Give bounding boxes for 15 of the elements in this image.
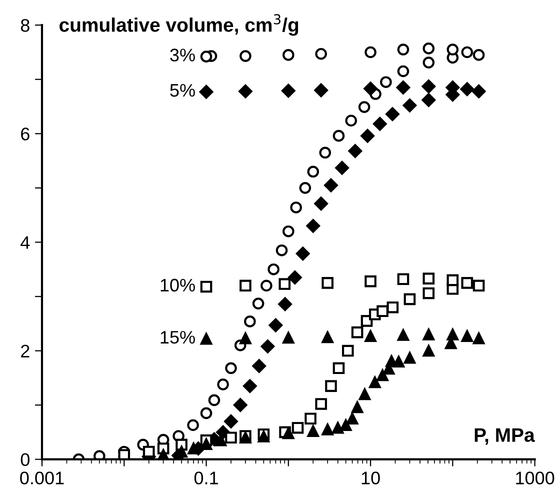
y-tick-label: 6: [21, 128, 30, 140]
y-tick-label: 0: [20, 453, 30, 466]
y-tick-label: 8: [20, 19, 30, 32]
y-tick-label: 4: [20, 236, 30, 249]
y-tick-label: 2: [21, 344, 30, 358]
x-tick-label: 10: [362, 472, 380, 484]
x-tick-label: 0.1: [194, 472, 218, 484]
x-tick-label: 1000: [516, 472, 554, 484]
series-label: 5%: [170, 84, 195, 97]
x-axis-title: P, MPa: [474, 428, 535, 445]
x-tick-label: 0.001: [20, 472, 64, 484]
series-label: 3%: [170, 48, 195, 62]
series-label: 10%: [160, 278, 195, 292]
y-axis-title: cumulative volume, cm$^{3}$/g: [60, 14, 298, 36]
series-label: 15%: [160, 330, 195, 344]
